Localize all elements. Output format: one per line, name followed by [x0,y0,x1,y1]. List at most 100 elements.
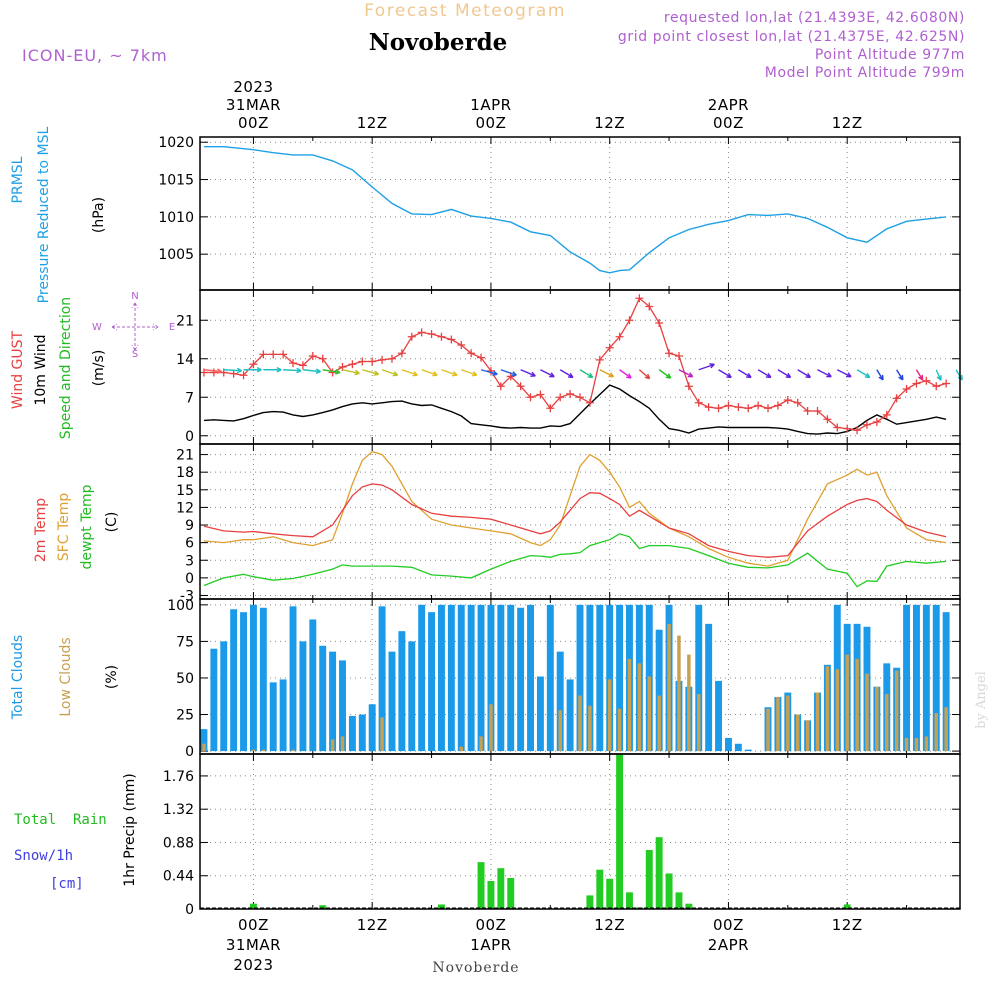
low-cloud-bar [687,654,691,752]
total-cloud-bar [447,604,455,752]
gust-marker [674,352,683,360]
low-cloud-bar [627,658,632,752]
total-cloud-bar [259,607,267,752]
total-cloud-bar [457,604,465,752]
low-cloud-bar [825,666,830,752]
wind-arrow [520,369,536,377]
unit-precip: 1hr Precip (mm) [122,773,138,886]
wind-arrow [441,369,458,377]
rain-bar [507,878,515,909]
total-cloud-bar [616,604,624,752]
time-label-bottom: 12Z [594,916,625,934]
low-cloud-bar [291,749,295,752]
gust-marker [566,389,575,398]
total-cloud-bar [230,609,238,752]
ytick-label: 1015 [158,173,194,189]
ytick-label: 0 [185,571,194,587]
dewpt-line [203,533,947,588]
label-total-rain: Total Rain [14,812,107,828]
gust-marker [298,361,307,370]
low-cloud-bar [835,669,840,752]
gust-marker [209,368,218,377]
gust-marker [526,393,535,402]
low-cloud-bar [261,749,266,752]
wind-arrow [777,369,792,379]
wind-arrow [737,369,752,379]
wind-arrow [935,369,942,381]
label-low-clouds: Low Clouds [58,637,74,716]
label-snow-unit: [cm] [50,876,84,892]
gust-marker [932,382,941,391]
time-label-top: 12Z [832,114,863,132]
ytick-label: 25 [176,708,194,724]
gust-marker [407,332,416,341]
wind-arrow [381,369,399,377]
wind-arrow [401,369,418,377]
low-cloud-bar [489,704,493,752]
total-cloud-bar [329,651,337,752]
unit-c: (C) [104,512,120,533]
product-title: Forecast Meteogram [364,1,566,21]
total-cloud-bar [398,631,406,752]
time-label-bottom: 1APR [470,936,511,954]
ytick-label: 0.88 [163,835,194,851]
label-snow: Snow/1h [14,848,73,864]
gust-marker [338,363,347,371]
low-cloud-bar [885,694,889,752]
low-cloud-bar [795,714,800,752]
gust-marker [625,316,634,325]
time-label-bottom: 00Z [238,916,269,934]
ytick-label: 21 [176,448,194,464]
ytick-label: 1005 [158,247,194,263]
low-cloud-bar [637,663,642,752]
total-cloud-bar [388,651,396,752]
low-cloud-bar [340,736,345,752]
gust-marker [397,349,406,358]
total-cloud-bar [200,729,208,752]
unit-hpa: (hPa) [91,197,107,233]
total-cloud-bar [724,737,732,752]
watermark: by Angel [974,671,989,729]
ytick-label: 0 [185,744,194,760]
gust-marker [437,332,446,341]
wind-arrow [876,369,884,381]
ytick-label: 0 [185,902,194,918]
ytick-label: 15 [176,483,194,499]
rain-bar [675,892,683,909]
gust-marker [546,404,555,413]
rain-bar [437,904,445,909]
low-cloud-bar [865,673,869,752]
time-label-top: 00Z [476,114,507,132]
total-cloud-bar [378,606,386,752]
low-cloud-bar [657,695,661,752]
gust-marker [595,355,604,364]
time-label-top: 12Z [594,114,625,132]
wind-arrow [836,369,852,378]
total-cloud-bar [912,604,920,752]
total-cloud-bar [705,623,713,752]
total-cloud-bar [566,679,574,752]
ytick-label: 100 [167,598,194,614]
panel-border [199,753,961,910]
gust-marker [635,294,644,303]
gust-marker [289,359,298,368]
total-cloud-bar [437,604,445,752]
gust-marker [734,403,743,412]
total-cloud-bar [497,604,505,752]
model-name: ICON-EU, ~ 7km [22,46,168,65]
gust-marker [862,420,871,429]
ytick-label: 1010 [158,210,194,226]
low-cloud-bar [667,623,671,752]
total-cloud-bar [220,641,228,752]
gust-marker [467,349,476,358]
wind-arrow [619,369,632,379]
time-label-top: 00Z [238,114,269,132]
gust-marker [754,401,763,410]
ytick-label: 75 [176,634,194,650]
footer-location: Novoberde [432,960,519,976]
gust-marker [764,404,773,413]
total-cloud-bar [536,676,544,752]
total-cloud-bar [210,648,218,752]
gust-marker [378,355,387,364]
